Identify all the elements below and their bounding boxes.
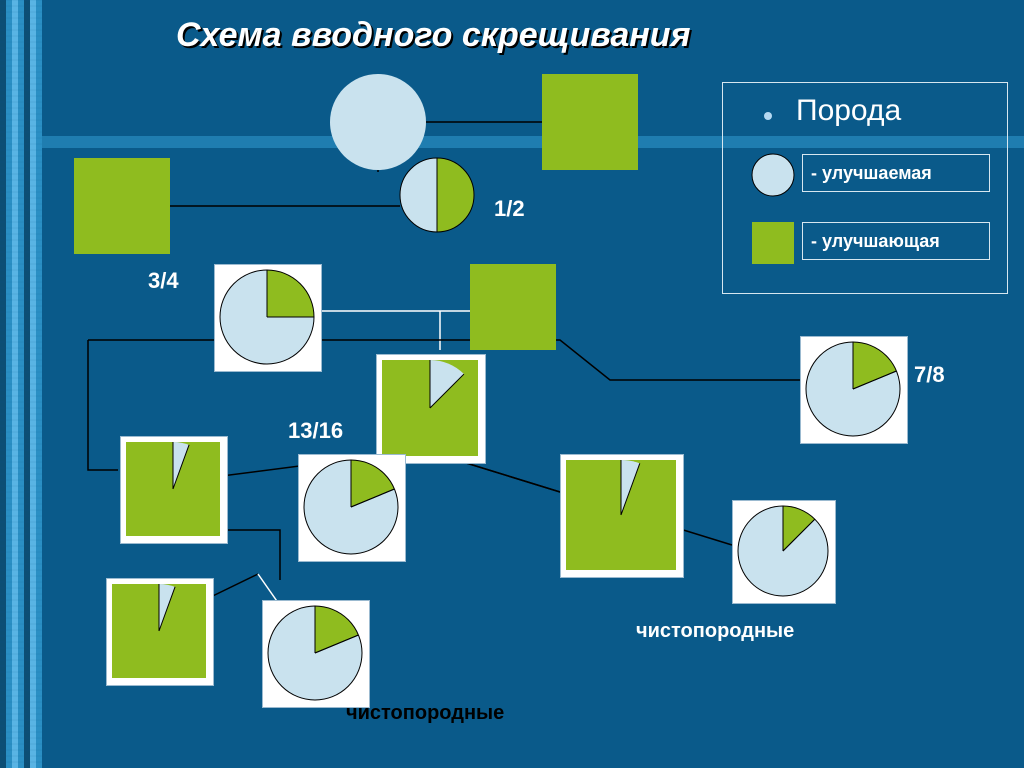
node-sq-c: [560, 454, 682, 576]
label-3: 7/8: [914, 362, 945, 388]
legend-title: Порода: [796, 94, 901, 128]
node-pie-d: [732, 500, 834, 602]
node-h12: [400, 158, 474, 232]
label-5: чистопородные: [346, 702, 504, 725]
label-1: 3/4: [148, 268, 179, 294]
edge-7: [88, 340, 118, 470]
node-h34: [214, 264, 320, 370]
label-4: чистопородные: [636, 620, 794, 643]
node-p2: [542, 74, 638, 170]
node-p1: [330, 74, 426, 170]
node-pie-b: [298, 454, 404, 560]
node-m2: [470, 264, 556, 350]
node-m1: [74, 158, 170, 254]
node-sq1316: [376, 354, 484, 462]
legend-item-label-0: - улучшаемая: [802, 154, 990, 192]
node-pie-f: [262, 600, 368, 706]
node-sq-e: [106, 578, 212, 684]
legend-swatch-1: [752, 222, 794, 264]
label-2: 13/16: [288, 418, 343, 444]
label-0: 1/2: [494, 196, 525, 222]
node-pie78: [800, 336, 906, 442]
legend-item-label-1: - улучшающая: [802, 222, 990, 260]
legend-swatch-0: [752, 154, 794, 196]
node-sq-a: [120, 436, 226, 542]
legend-bullet: [764, 112, 772, 120]
diagram-stage: Схема вводного скрещиванияСхема вводного…: [0, 0, 1024, 768]
